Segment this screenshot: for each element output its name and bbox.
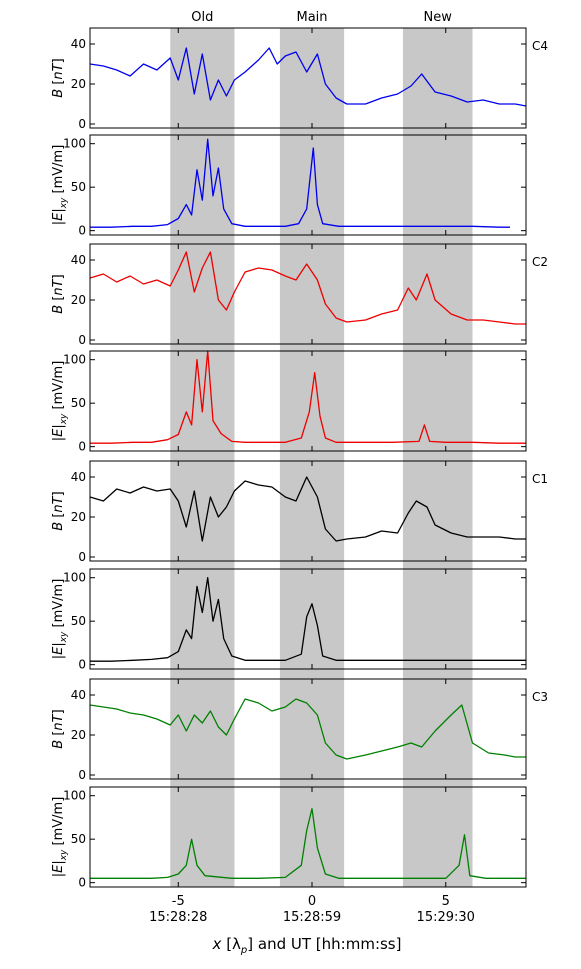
panel-frame-6 <box>89 678 527 780</box>
xtick-label-2: 5 <box>442 894 450 909</box>
ylabel-3: |E|xy [mV/m] <box>51 361 69 442</box>
ylabel-5: |E|xy [mV/m] <box>51 579 69 660</box>
ytick-label-4-0: 0 <box>78 550 86 564</box>
ytick-label-6-0: 0 <box>78 768 86 782</box>
ytick-label-7-0: 0 <box>78 876 86 890</box>
ylabel-4: B [nT] <box>51 491 66 530</box>
panel-1: 0 50 100|E|xy [mV/m] <box>51 134 527 238</box>
series-line-7 <box>90 808 526 879</box>
ytick-label-0-0: 0 <box>78 117 86 131</box>
ytick-label-6-1: 20 <box>71 728 86 742</box>
ytick-label-5-0: 0 <box>78 658 86 672</box>
spacecraft-label-0: C4 <box>532 39 548 53</box>
ylabel-1: |E|xy [mV/m] <box>51 145 69 226</box>
series-line-0 <box>89 47 527 107</box>
ytick-label-4-2: 40 <box>71 470 86 484</box>
ytick-label-6-2: 40 <box>71 688 86 702</box>
ytick-label-1-0: 0 <box>78 224 86 238</box>
band-label-0: Old <box>191 10 213 25</box>
ytick-label-0-2: 40 <box>71 37 86 51</box>
series-line-2 <box>89 251 526 325</box>
shaded-band-1 <box>279 28 345 887</box>
panel-2: 0 20 40 B [nT] C2 <box>51 243 548 347</box>
ytick-label-5-2: 100 <box>63 571 86 585</box>
band-label-2: New <box>424 10 453 25</box>
ylabel-6: B [nT] <box>51 709 66 748</box>
panel-7: 0 50 100|E|xy [mV/m] <box>51 786 527 890</box>
ytick-label-2-2: 40 <box>71 253 86 267</box>
panel-6: 0 20 40 B [nT] C3 <box>51 678 548 782</box>
ytick-label-3-2: 100 <box>63 353 86 367</box>
xtick-time-2: 15:29:30 <box>417 910 475 925</box>
ytick-label-1-2: 100 <box>63 137 86 151</box>
ylabel-0: B [nT] <box>51 58 66 97</box>
series-line-5 <box>90 577 526 662</box>
spacecraft-label-4: C1 <box>532 472 548 486</box>
panel-frame-1 <box>89 134 527 236</box>
panel-0: 0 20 40 B [nT] C4 <box>51 27 548 131</box>
ytick-label-0-1: 20 <box>71 77 86 91</box>
panel-5: 0 50 100|E|xy [mV/m] <box>51 568 527 672</box>
panel-frame-4 <box>89 460 527 562</box>
series-line-4 <box>89 476 526 542</box>
ylabel-7: |E|xy [mV/m] <box>51 797 69 878</box>
ytick-label-2-0: 0 <box>78 333 86 347</box>
panel-frame-0 <box>89 27 527 129</box>
band-labels: Old Main New <box>191 10 452 25</box>
series-line-6 <box>89 698 526 760</box>
band-label-1: Main <box>296 10 327 25</box>
panel-3: 0 50 100|E|xy [mV/m] <box>51 350 527 454</box>
ytick-label-3-0: 0 <box>78 440 86 454</box>
x-axis: -515:28:28 015:28:59 515:29:30 <box>149 894 475 925</box>
panel-frame-5 <box>89 568 527 670</box>
shaded-band-2 <box>402 28 473 887</box>
ytick-label-4-1: 20 <box>71 510 86 524</box>
xtick-time-1: 15:28:59 <box>283 910 341 925</box>
ytick-label-7-2: 100 <box>63 789 86 803</box>
ytick-label-1-1: 50 <box>71 180 86 194</box>
ytick-label-3-1: 50 <box>71 396 86 410</box>
ytick-label-5-1: 50 <box>71 614 86 628</box>
shaded-bands <box>170 28 473 887</box>
x-axis-label: x [λp] and UT [hh:mm:ss] <box>212 935 402 956</box>
ytick-label-2-1: 20 <box>71 293 86 307</box>
shaded-band-0 <box>170 28 235 887</box>
panel-frame-2 <box>89 243 527 345</box>
series-line-1 <box>90 138 510 228</box>
panel-frame-3 <box>89 350 527 452</box>
xtick-label-0: -5 <box>172 894 185 909</box>
xtick-label-1: 0 <box>308 894 316 909</box>
ytick-label-7-1: 50 <box>71 832 86 846</box>
ylabel-2: B [nT] <box>51 274 66 313</box>
panel-4: 0 20 40 B [nT] C1 <box>51 460 548 564</box>
panel-frame-7 <box>89 786 527 888</box>
xtick-time-0: 15:28:28 <box>149 910 207 925</box>
spacecraft-label-2: C2 <box>532 255 548 269</box>
spacecraft-label-6: C3 <box>532 690 548 704</box>
series-line-3 <box>90 350 526 444</box>
